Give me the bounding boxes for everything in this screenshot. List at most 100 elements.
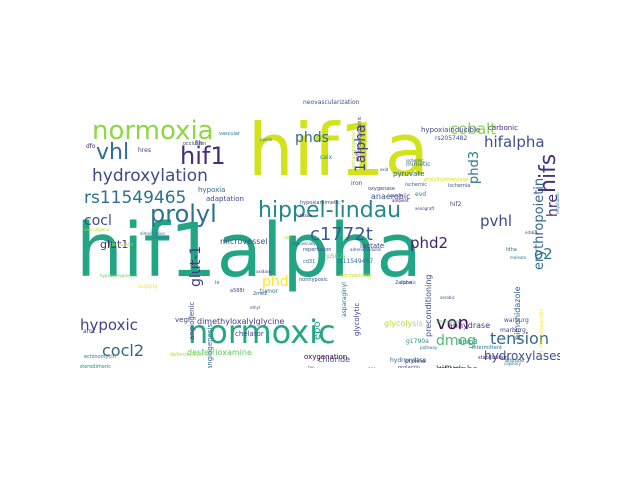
- word-glut-1: glut-1: [188, 245, 204, 287]
- word-a588t: a588t: [230, 288, 245, 294]
- word-neovascularization: neovascularization: [303, 99, 360, 106]
- word-nonhypoxic: nonhypoxic: [299, 277, 328, 283]
- word-reperfusion: reperfusion: [303, 247, 332, 253]
- word-normoxia: normoxia: [92, 116, 214, 146]
- word-chelator: chelator: [235, 330, 264, 338]
- word-hippel-lindau: hippel-lindau: [258, 198, 402, 223]
- word-glut1: glut1: [100, 238, 129, 251]
- word-xenograft: xenograft: [415, 206, 435, 211]
- word-nbs: nbs: [284, 235, 292, 240]
- word-tension: tension: [490, 329, 549, 348]
- word-hypoxiamimetic: hypoxiamimetic: [300, 200, 340, 206]
- word-bnip3: bnip3: [458, 338, 478, 346]
- word-cobalt: cobalt: [450, 120, 497, 138]
- word-diabetic: diabetic: [400, 280, 416, 285]
- word-hypoxic: hypoxic: [80, 316, 138, 334]
- word-supply: supply: [138, 283, 158, 290]
- word-2me2: 2me2: [253, 291, 268, 297]
- word-prolyl: prolyl: [150, 200, 217, 228]
- word-iron: iron: [351, 180, 363, 187]
- word-cocl: cocl: [84, 213, 112, 229]
- word-mimetic: mimetic: [406, 161, 431, 168]
- word-chloride: chloride: [318, 355, 351, 364]
- word-oxygenation: oxygenation: [304, 353, 348, 361]
- word-hydroxylases: hydroxylases: [484, 349, 560, 363]
- word-atmosphere: atmosphere: [436, 319, 460, 324]
- word-g1790a: g1790a: [406, 338, 429, 345]
- word-1-methylpiperidin: 1-methylpiperidin: [539, 308, 545, 353]
- word-cancer: cancer: [390, 193, 404, 198]
- word-phd3: phd3: [467, 150, 482, 184]
- word-adrenomedullin: adrenomedullin: [350, 247, 382, 252]
- word-hifalpha: hifalpha: [484, 133, 545, 151]
- word-capillary: capillary: [504, 361, 521, 366]
- word-oxid: oxid: [380, 167, 389, 172]
- word-vasculogenic: vasculogenic: [84, 227, 111, 232]
- word-ldha: ldha: [506, 247, 517, 253]
- word-arnt: arnt: [83, 328, 96, 335]
- word-erbb2: erbb2: [525, 230, 537, 235]
- word-tissue: tissue: [300, 213, 312, 218]
- word-anaerobic: anaerobic: [371, 192, 411, 201]
- word-perfusion: perfusion: [110, 242, 134, 248]
- word-asparaginyl: asparaginyl: [341, 282, 348, 317]
- word-dimerization: dimerization: [140, 231, 165, 236]
- word-warburg: warburg: [504, 317, 529, 324]
- word-caix: caix: [320, 154, 333, 161]
- word-occlusion: occlusion: [183, 141, 207, 147]
- word-prolactin: prolactin: [398, 365, 420, 369]
- word-stabilization: stabilization: [478, 355, 509, 361]
- word-hypoxiainducible: hypoxiainducible: [421, 126, 481, 134]
- word-hypoxia: hypoxia: [198, 186, 226, 194]
- word-o2: o2: [534, 245, 553, 263]
- word-hres: hres: [138, 147, 151, 154]
- word-2alpha: 2alpha: [395, 280, 413, 286]
- word-hif2: hif2: [450, 201, 462, 208]
- word-hif1a: hif1a: [248, 108, 429, 192]
- word-cd31: cd31: [303, 259, 316, 265]
- word-angiogenic: angiogenic: [188, 301, 196, 340]
- word-ix: ix: [215, 280, 220, 286]
- word-epo: epo: [312, 321, 323, 340]
- word-cocl2: cocl2: [102, 341, 145, 360]
- word-fih: fih: [195, 140, 203, 147]
- word-pathway: pathway: [420, 345, 438, 350]
- word-desferrioxamine: desferrioxamine: [187, 348, 252, 357]
- word-vascular: vascular: [219, 131, 241, 137]
- word-rs11549467: rs11549467: [337, 258, 374, 265]
- word-phd2: phd2: [410, 234, 449, 252]
- word-echinomycin: echinomycin: [84, 354, 116, 360]
- word-cloud: hif1alpha hif1a normoxic hippel-lindau p…: [80, 96, 560, 368]
- word-deferoxamine: deferoxamine: [170, 352, 205, 358]
- word-normoxically: normoxically: [340, 273, 372, 279]
- word-prolylhydroxylase: prolylhydroxylase: [424, 177, 469, 183]
- word-hif1alpha-large: hif1alpha: [80, 208, 422, 294]
- word-hif1: hif1: [180, 142, 226, 170]
- word-proangiogenic: proangiogenic: [357, 116, 363, 152]
- word-glycolytic: glycolytic: [353, 302, 361, 336]
- word-respiration: respiration: [555, 192, 560, 214]
- word-vhl: vhl: [96, 140, 130, 165]
- word-evd: evd: [415, 191, 427, 198]
- word-dfo: dfo: [86, 143, 96, 150]
- word-altitude: altitude: [505, 358, 525, 364]
- word-preconditioning: preconditioning: [424, 274, 433, 337]
- word-tumor: tumor: [260, 288, 279, 295]
- word-crosstalk: crosstalk: [152, 235, 170, 240]
- word-proline: proline: [405, 358, 426, 365]
- word-hif1alpha-small: hif1alpha: [436, 366, 478, 369]
- word-marburg: marburg: [500, 327, 526, 334]
- word-phd: phd: [262, 274, 289, 290]
- word-dmog: dmog: [436, 333, 476, 349]
- word-pyruvate: pyruvate: [393, 170, 425, 178]
- word-antiangiogenic: antiangiogenic: [351, 132, 357, 169]
- word-aerobic: aerobic: [440, 295, 455, 300]
- word-pvhl: pvhl: [480, 212, 513, 230]
- word-ambient: ambient: [392, 198, 409, 203]
- word-carbonic: carbonic: [488, 124, 518, 132]
- word-ethyl: ethyl: [250, 305, 261, 310]
- word-adaptation: adaptation: [206, 195, 244, 203]
- word-lactate: lactate: [360, 242, 385, 250]
- word-erythropoietin: erythropoietin: [532, 177, 547, 270]
- word-p582s: p582s: [327, 253, 346, 260]
